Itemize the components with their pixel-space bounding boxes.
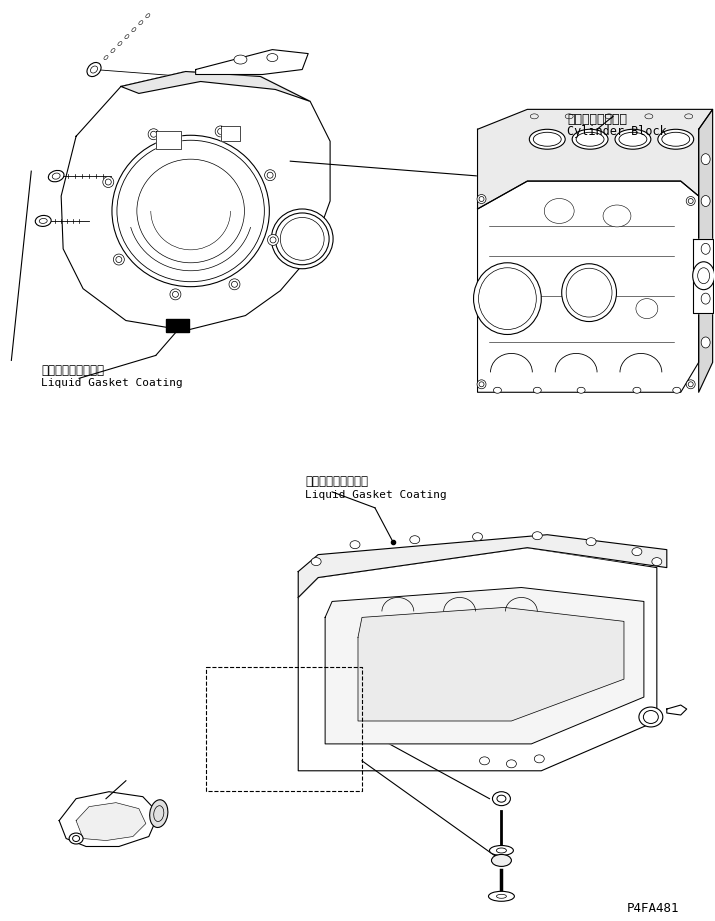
Ellipse shape: [215, 126, 226, 137]
Ellipse shape: [673, 388, 681, 393]
Ellipse shape: [544, 199, 574, 224]
Ellipse shape: [686, 196, 695, 205]
Polygon shape: [76, 803, 146, 841]
Polygon shape: [693, 239, 713, 312]
Polygon shape: [298, 548, 657, 771]
Ellipse shape: [490, 845, 513, 856]
Ellipse shape: [636, 298, 658, 319]
Polygon shape: [156, 132, 181, 149]
Ellipse shape: [577, 388, 585, 393]
Ellipse shape: [572, 129, 608, 149]
Polygon shape: [121, 72, 310, 101]
Ellipse shape: [114, 254, 124, 265]
Ellipse shape: [87, 63, 101, 76]
Ellipse shape: [170, 289, 181, 300]
Ellipse shape: [506, 760, 516, 768]
Ellipse shape: [149, 799, 168, 827]
Ellipse shape: [49, 170, 64, 181]
Polygon shape: [196, 50, 308, 75]
Ellipse shape: [639, 707, 663, 727]
Ellipse shape: [265, 169, 275, 181]
Ellipse shape: [410, 536, 420, 543]
Polygon shape: [166, 319, 189, 332]
Ellipse shape: [586, 538, 596, 545]
Text: P4FA481: P4FA481: [627, 902, 679, 915]
Ellipse shape: [533, 531, 542, 540]
Ellipse shape: [473, 532, 483, 541]
Ellipse shape: [311, 557, 321, 565]
Ellipse shape: [658, 129, 694, 149]
Ellipse shape: [491, 855, 511, 867]
Ellipse shape: [633, 388, 641, 393]
Ellipse shape: [267, 53, 278, 62]
Ellipse shape: [701, 337, 710, 348]
Ellipse shape: [234, 55, 247, 64]
Polygon shape: [298, 535, 667, 598]
Polygon shape: [478, 181, 699, 392]
Ellipse shape: [488, 892, 514, 902]
Polygon shape: [59, 792, 159, 846]
Ellipse shape: [350, 541, 360, 549]
Ellipse shape: [615, 129, 651, 149]
Ellipse shape: [632, 548, 642, 555]
Ellipse shape: [701, 293, 710, 304]
Ellipse shape: [473, 262, 541, 334]
Polygon shape: [667, 705, 686, 715]
Ellipse shape: [534, 755, 544, 763]
Polygon shape: [358, 608, 624, 721]
Text: Liquid Gasket Coating: Liquid Gasket Coating: [305, 490, 447, 500]
Ellipse shape: [267, 235, 279, 245]
Ellipse shape: [148, 129, 159, 140]
Ellipse shape: [693, 262, 714, 290]
Ellipse shape: [112, 135, 270, 286]
Text: 液状ガスケット塗布: 液状ガスケット塗布: [305, 475, 368, 488]
Ellipse shape: [701, 154, 710, 165]
Ellipse shape: [480, 757, 490, 764]
Ellipse shape: [529, 129, 565, 149]
Ellipse shape: [533, 388, 541, 393]
Polygon shape: [699, 110, 713, 392]
Polygon shape: [325, 588, 644, 744]
Ellipse shape: [35, 216, 51, 227]
Ellipse shape: [493, 792, 511, 806]
Text: 液状ガスケット塗布: 液状ガスケット塗布: [41, 364, 104, 377]
Text: Cylinder Block: Cylinder Block: [567, 124, 667, 138]
Text: Liquid Gasket Coating: Liquid Gasket Coating: [41, 379, 183, 389]
Polygon shape: [220, 126, 240, 141]
Text: シリンダブロック: シリンダブロック: [567, 113, 627, 126]
Ellipse shape: [229, 279, 240, 290]
Ellipse shape: [477, 379, 486, 389]
Ellipse shape: [562, 263, 616, 321]
Ellipse shape: [652, 557, 662, 565]
Ellipse shape: [493, 388, 501, 393]
Ellipse shape: [271, 209, 333, 269]
Polygon shape: [61, 72, 330, 331]
Ellipse shape: [701, 243, 710, 254]
Polygon shape: [478, 110, 713, 209]
Ellipse shape: [603, 205, 631, 227]
Ellipse shape: [477, 194, 486, 204]
Ellipse shape: [103, 177, 114, 188]
Ellipse shape: [69, 834, 83, 844]
Ellipse shape: [701, 195, 710, 206]
Ellipse shape: [686, 379, 695, 389]
